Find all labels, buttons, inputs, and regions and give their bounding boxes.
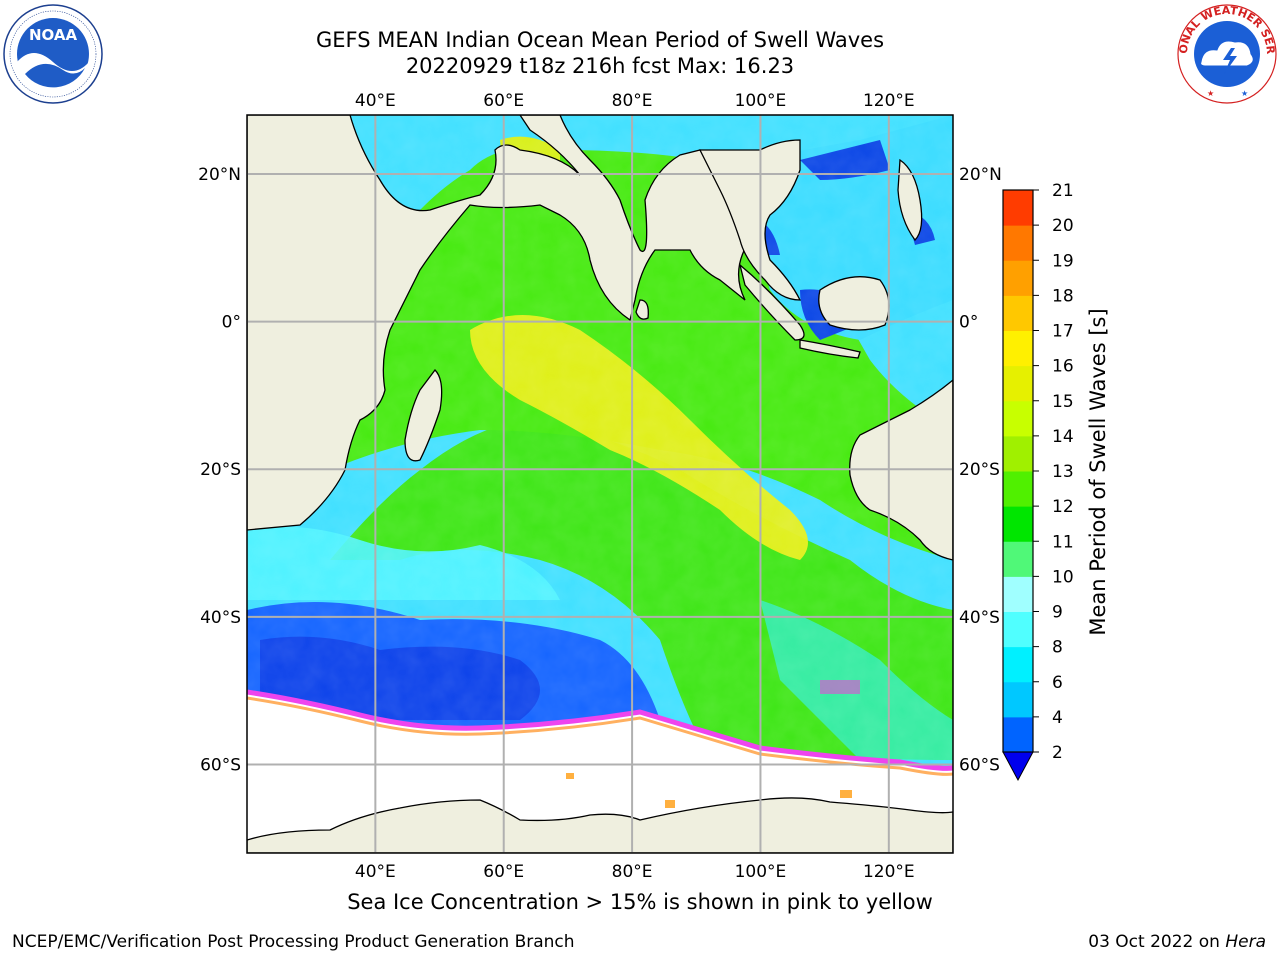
colorbar-segment bbox=[1003, 260, 1033, 296]
lon-tick-label: 80°E bbox=[612, 91, 653, 111]
colorbar-tick-label: 20 bbox=[1052, 216, 1074, 236]
colorbar-tick-label: 16 bbox=[1052, 357, 1074, 377]
lon-tick-labels: 40°E 40°E 60°E 60°E 80°E 80°E 100°E 100°E 120°E 1… bbox=[355, 91, 915, 882]
lat-tick-labels: 20°N 20°N 0° 0° 20°S 20°S 40°S 40°S 60°S 60°S bbox=[198, 165, 1002, 775]
map-area bbox=[247, 115, 953, 853]
ice-edge bbox=[247, 689, 953, 771]
colorbar-segment bbox=[1003, 716, 1033, 753]
lat-tick-label: 40°S bbox=[200, 608, 241, 628]
lat-tick-label: 0° bbox=[222, 313, 241, 333]
colorbar-segment bbox=[1003, 646, 1033, 683]
colorbar-under-arrow bbox=[1002, 751, 1034, 782]
footer-date-text: 03 Oct 2022 on bbox=[1088, 932, 1226, 952]
lon-tick-label: 40°E bbox=[355, 862, 396, 882]
lon-tick-label: 100°E bbox=[735, 91, 787, 111]
noaa-logo-text: NOAA bbox=[29, 26, 78, 44]
colorbar-tick-label: 11 bbox=[1052, 532, 1074, 552]
lon-tick-label: 60°E bbox=[483, 862, 524, 882]
colorbar-segment bbox=[1003, 330, 1033, 367]
lat-tick-label: 20°S bbox=[200, 460, 241, 480]
svg-text:★: ★ bbox=[1207, 89, 1214, 98]
lon-tick-label: 60°E bbox=[483, 91, 524, 111]
colorbar-tick-label: 14 bbox=[1052, 427, 1074, 447]
lat-tick-label: 0° bbox=[959, 313, 978, 333]
colorbar-tick-label: 6 bbox=[1052, 673, 1063, 693]
colorbar: 2 4 6 8 9 10 11 12 13 14 15 16 17 18 19 20 21 bbox=[1002, 181, 1074, 782]
lat-tick-label: 20°N bbox=[198, 165, 241, 185]
colorbar-tick-label: 9 bbox=[1052, 603, 1063, 623]
colorbar-tick-label: 18 bbox=[1052, 286, 1074, 306]
colorbar-segment bbox=[1003, 681, 1033, 718]
map-frame bbox=[246, 114, 954, 854]
lat-tick-label: 40°S bbox=[959, 608, 1000, 628]
nws-logo: NATIONAL WEATHER SERVICE ★ ★ bbox=[1177, 4, 1277, 104]
colorbar-segment bbox=[1003, 190, 1033, 226]
lon-tick-label: 120°E bbox=[863, 862, 915, 882]
colorbar-segment bbox=[1003, 365, 1033, 402]
colorbar-tick-label: 10 bbox=[1052, 567, 1074, 587]
colorbar-tick-label: 17 bbox=[1052, 322, 1074, 342]
lon-tick-label: 40°E bbox=[355, 91, 396, 111]
colorbar-label: Mean Period of Swell Waves [s] bbox=[1086, 308, 1110, 635]
colorbar-segment bbox=[1003, 225, 1033, 261]
footer-credit: NCEP/EMC/Verification Post Processing Pr… bbox=[12, 932, 575, 952]
chart-title: GEFS MEAN Indian Ocean Mean Period of Sw… bbox=[315, 28, 885, 52]
lon-tick-label: 100°E bbox=[735, 862, 787, 882]
colorbar-segment bbox=[1003, 435, 1033, 472]
lat-tick-label: 20°S bbox=[959, 460, 1000, 480]
sea-ice-caption: Sea Ice Concentration > 15% is shown in … bbox=[347, 890, 933, 914]
footer-host: Hera bbox=[1225, 932, 1266, 952]
lat-tick-label: 20°N bbox=[959, 165, 1002, 185]
chart-subtitle: 20220929 t18z 216h fcst Max: 16.23 bbox=[405, 54, 795, 78]
colorbar-segment bbox=[1003, 506, 1033, 542]
grid bbox=[247, 115, 953, 853]
colorbar-tick-label: 12 bbox=[1052, 497, 1074, 517]
lat-tick-label: 60°S bbox=[200, 755, 241, 775]
colorbar-tick-label: 2 bbox=[1052, 743, 1063, 763]
noaa-logo: NOAA bbox=[3, 4, 103, 104]
svg-text:★: ★ bbox=[1241, 89, 1248, 98]
colorbar-segment bbox=[1003, 541, 1033, 577]
colorbar-segment bbox=[1003, 295, 1033, 331]
colorbar-tick-label: 8 bbox=[1052, 638, 1063, 658]
colorbar-tick-label: 19 bbox=[1052, 251, 1074, 271]
lon-tick-label: 80°E bbox=[612, 862, 653, 882]
colorbar-segment bbox=[1003, 576, 1033, 612]
colorbar-segment bbox=[1003, 611, 1033, 648]
footer-date: 03 Oct 2022 on Hera bbox=[1088, 932, 1266, 952]
colorbar-tick-label: 13 bbox=[1052, 462, 1074, 482]
colorbar-tick-label: 21 bbox=[1052, 181, 1074, 201]
colorbar-segment bbox=[1003, 400, 1033, 437]
colorbar-tick-label: 4 bbox=[1052, 708, 1063, 728]
colorbar-segment bbox=[1003, 471, 1033, 507]
lat-tick-label: 60°S bbox=[959, 755, 1000, 775]
lon-tick-label: 120°E bbox=[863, 91, 915, 111]
colorbar-tick-label: 15 bbox=[1052, 392, 1074, 412]
